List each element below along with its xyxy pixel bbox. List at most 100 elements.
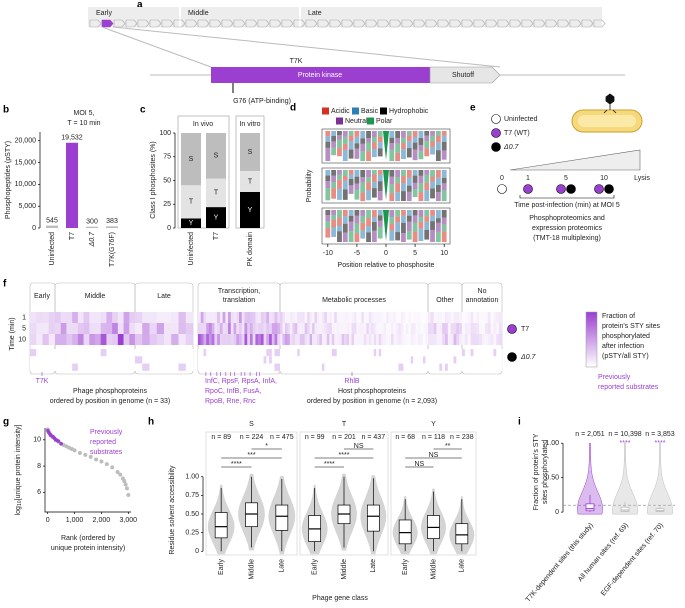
gene-arrow (389, 19, 402, 28)
heat-cell (271, 323, 275, 334)
heat-cell (428, 312, 432, 323)
logo-letter (348, 141, 354, 150)
heat-cell (476, 312, 480, 323)
heat-cell (499, 349, 503, 357)
heat-cell (386, 349, 389, 357)
heat-cell (266, 356, 270, 364)
heat-cell (408, 323, 412, 334)
heat-cell (106, 312, 113, 323)
y-tick-label: 0.50 (545, 475, 559, 482)
heat-cell (395, 334, 399, 345)
logo-letter (325, 175, 331, 182)
heat-cell (459, 312, 463, 323)
value-label: 19,532 (61, 135, 83, 142)
heat-cell (349, 334, 352, 345)
heat-cell (282, 349, 286, 357)
heat-cell (351, 323, 355, 334)
heat-cell (395, 323, 399, 334)
logo-letter (377, 142, 383, 149)
gene-arrow (365, 19, 378, 28)
heat-cell (284, 349, 288, 357)
heat-cell (312, 323, 315, 334)
heat-cell (142, 363, 150, 371)
heat-cell (413, 334, 416, 345)
gene-arrow (425, 19, 438, 28)
heat-cell (66, 334, 73, 345)
heat-cell (263, 334, 267, 345)
y-axis-label: log10[unique protein intensity] (15, 425, 23, 516)
logo-letter (395, 210, 401, 217)
heat-cell (445, 312, 449, 323)
heat-cell (89, 363, 96, 371)
heat-cell (241, 363, 245, 371)
legend-label: T7 (521, 326, 529, 333)
heat-cell (436, 323, 440, 334)
violin (612, 442, 638, 515)
heat-cell (329, 323, 333, 334)
heat-cell (499, 356, 503, 364)
heat-cell (344, 323, 347, 334)
heat-cell (271, 312, 275, 323)
heat-cell (383, 349, 387, 357)
heat-cell (479, 363, 483, 371)
y-tick-label: 10,000 (15, 181, 37, 188)
heat-cell (208, 356, 212, 364)
heat-cell (112, 363, 119, 371)
heat-cell (373, 323, 377, 334)
heat-cell (297, 312, 301, 323)
heat-cell (405, 323, 409, 334)
heat-cell (354, 323, 357, 334)
heat-cell (211, 349, 215, 357)
logo-letter (441, 177, 447, 184)
heat-cell (329, 349, 333, 357)
heat-cell (60, 334, 67, 345)
heat-cell (171, 349, 179, 357)
logo-letter (406, 177, 412, 186)
heat-cell (442, 312, 446, 323)
logo-letter (435, 210, 441, 219)
heat-cell (329, 334, 333, 345)
logo-letter (331, 135, 337, 142)
heat-cell (356, 356, 360, 364)
site-label: G76 (ATP-binding) (233, 98, 291, 105)
heat-cell (358, 356, 362, 364)
heat-cell (129, 323, 136, 334)
heat-cell (391, 323, 394, 334)
heat-cell (321, 312, 325, 323)
heat-cell (77, 323, 84, 334)
heat-cell (200, 312, 204, 323)
heat-cell (236, 349, 240, 357)
sig-label: NS (429, 452, 439, 459)
heat-cell (55, 323, 62, 334)
gene-arrow (281, 19, 294, 28)
heat-cell (405, 363, 409, 371)
logo-letter (412, 210, 418, 216)
heat-cell (334, 356, 338, 364)
heat-cell (376, 349, 379, 357)
heat-cell (55, 312, 62, 323)
heat-cell (439, 356, 443, 364)
legend-label: Δ0.7 (520, 354, 537, 361)
legend-marker (507, 324, 517, 334)
heat-cell (354, 312, 357, 323)
segment-label: Y (214, 214, 219, 221)
gene-arrow (461, 19, 474, 28)
heat-cell (450, 349, 454, 357)
heat-cell (470, 349, 474, 357)
heat-cell (77, 349, 84, 357)
heat-cell (400, 334, 404, 345)
logo-letter (441, 131, 447, 136)
heat-cell (106, 356, 113, 364)
heat-cell (378, 312, 382, 323)
legend-swatch (352, 107, 359, 115)
point (83, 452, 88, 457)
time-label: 5 (564, 175, 568, 182)
heat-cell (331, 363, 335, 371)
heat-cell (297, 356, 301, 364)
heat-cell (258, 323, 262, 334)
logo-letter (354, 210, 360, 216)
heat-cell (439, 334, 443, 345)
heat-cell (284, 334, 288, 345)
heat-cell (289, 323, 293, 334)
heat-cell (89, 349, 96, 357)
